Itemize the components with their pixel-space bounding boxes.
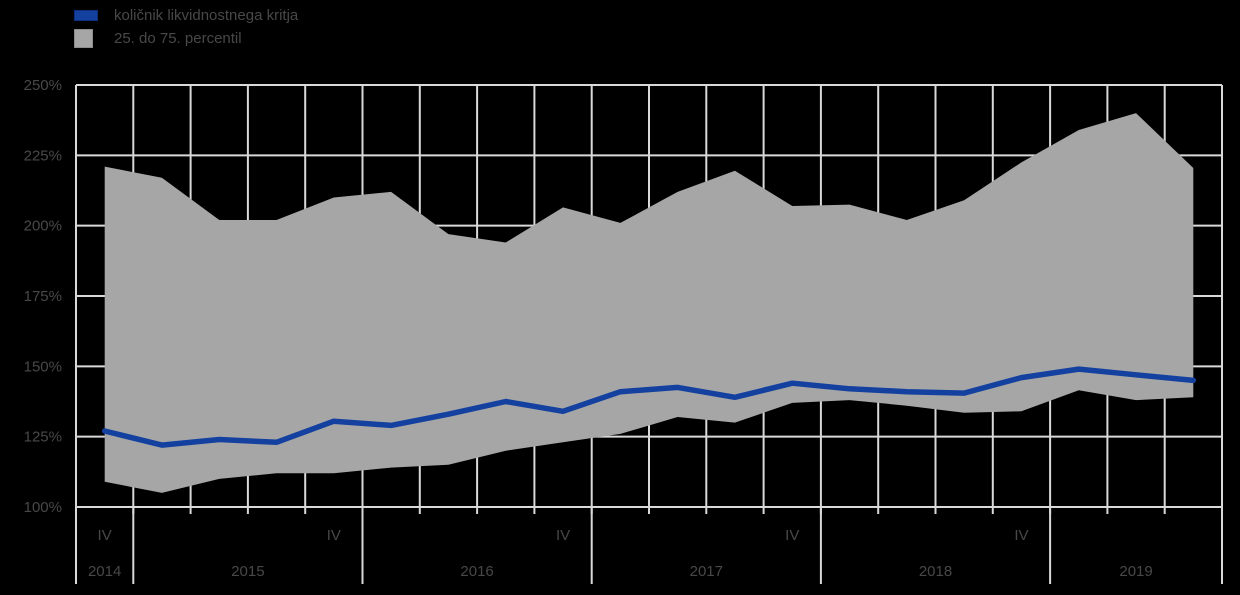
quarter-iv-label: IV bbox=[1014, 527, 1028, 544]
legend-item-percentile-band: 25. do 75. percentil bbox=[74, 27, 298, 50]
legend-item-lcr: količnik likvidnostnega kritja bbox=[74, 4, 298, 27]
year-label: 2018 bbox=[919, 563, 952, 580]
y-tick-label: 250% bbox=[24, 77, 62, 94]
percentile-band-swatch-icon bbox=[74, 29, 93, 48]
legend: količnik likvidnostnega kritja 25. do 75… bbox=[74, 4, 298, 50]
year-label: 2014 bbox=[88, 563, 121, 580]
y-tick-label: 150% bbox=[24, 358, 62, 375]
lcr-line bbox=[101, 366, 1197, 448]
y-tick-label: 175% bbox=[24, 288, 62, 305]
legend-label-lcr: količnik likvidnostnega kritja bbox=[114, 7, 299, 24]
lcr-line-swatch-cell bbox=[74, 10, 114, 21]
y-tick-label: 125% bbox=[24, 429, 62, 446]
quarter-iv-label: IV bbox=[98, 527, 112, 544]
year-label: 2015 bbox=[231, 563, 264, 580]
y-tick-label: 100% bbox=[24, 499, 62, 516]
year-label: 2017 bbox=[690, 563, 723, 580]
legend-label-percentile-band: 25. do 75. percentil bbox=[114, 30, 242, 47]
quarter-iv-label: IV bbox=[785, 527, 799, 544]
lcr-line-swatch-icon bbox=[74, 10, 98, 21]
percentile-band-area bbox=[104, 113, 1194, 493]
year-label: 2019 bbox=[1119, 563, 1152, 580]
quarter-iv-label: IV bbox=[556, 527, 570, 544]
quarter-iv-label: IV bbox=[327, 527, 341, 544]
y-tick-label: 200% bbox=[24, 218, 62, 235]
percentile-band-swatch-cell bbox=[74, 29, 114, 48]
y-tick-label: 225% bbox=[24, 147, 62, 164]
year-label: 2016 bbox=[460, 563, 493, 580]
